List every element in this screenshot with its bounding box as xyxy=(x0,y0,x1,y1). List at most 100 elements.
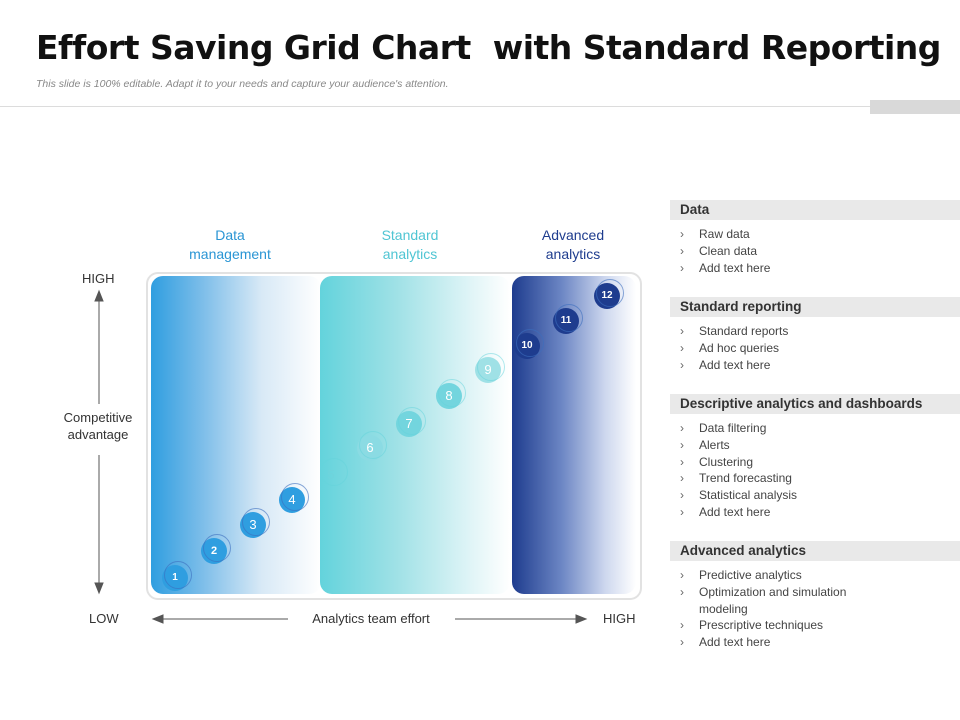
chevron-right-icon: › xyxy=(680,357,684,372)
info-panel-item-text: Clean data xyxy=(699,243,758,258)
x-axis-right-arrowhead xyxy=(575,614,588,624)
info-panel-item: › Alerts xyxy=(670,437,960,454)
chevron-right-icon: › xyxy=(680,454,684,469)
y-axis-title: Competitive advantage xyxy=(63,410,133,442)
column-data-management xyxy=(151,276,321,594)
info-panel-item-text: Data filtering xyxy=(699,421,767,435)
info-panel-item: › Statistical analysis xyxy=(670,487,960,504)
page-subtitle: This slide is 100% editable. Adapt it to… xyxy=(36,78,449,90)
step-circle-7: 7 xyxy=(396,407,426,437)
info-panel-item: › Standard reports xyxy=(670,323,960,340)
info-panel-1: Data › Raw data › Clean data › Add text here xyxy=(670,200,960,276)
step-number: 6 xyxy=(366,440,374,455)
chevron-right-icon: › xyxy=(680,488,684,503)
step-number: 7 xyxy=(405,416,413,431)
y-axis-up-arrowhead xyxy=(94,289,104,302)
info-panel-item-text: Add text here xyxy=(699,357,771,372)
info-panel-title: Descriptive analytics and dashboards xyxy=(670,394,960,414)
info-panel-item-text: Optimization and simulation modeling xyxy=(699,584,847,616)
info-panel-item-text: Clustering xyxy=(699,454,754,469)
info-panel-list: › Standard reports › Ad hoc queries › Add tex… xyxy=(670,323,960,373)
info-panel-item-text: Trend forecasting xyxy=(699,471,792,486)
step-circle-5: 5 xyxy=(318,458,348,488)
info-panel-item: › Raw data xyxy=(670,226,960,243)
chevron-right-icon: › xyxy=(680,324,684,338)
y-axis-down-arrowhead xyxy=(94,582,104,595)
chevron-right-icon: › xyxy=(680,243,684,258)
chevron-right-icon: › xyxy=(680,421,684,435)
step-number: 1 xyxy=(172,572,178,583)
info-panel-item: › Add text here xyxy=(670,357,960,374)
info-panel-2: Standard reporting › Standard reports › Ad h… xyxy=(670,297,960,373)
step-circle-3: 3 xyxy=(240,508,270,538)
step-number: 10 xyxy=(521,340,533,351)
step-circle-9: 9 xyxy=(475,353,505,383)
y-axis-low-label: LOW xyxy=(89,611,119,626)
chevron-right-icon: › xyxy=(680,340,684,355)
info-panel-item-text: Predictive analytics xyxy=(699,568,802,582)
info-panel-title: Advanced analytics xyxy=(670,541,960,561)
chevron-right-icon: › xyxy=(680,437,684,452)
header-divider xyxy=(0,106,870,107)
info-panel-item: › Add text here xyxy=(670,504,960,521)
info-panel-list: › Predictive analytics › Optimization and s… xyxy=(670,567,960,651)
x-axis-left-arrowhead xyxy=(151,614,164,624)
x-axis-title: Analytics team effort xyxy=(312,611,430,626)
info-panel-title: Standard reporting xyxy=(670,297,960,317)
info-panel-item: › Optimization and simulation modeling xyxy=(670,584,960,618)
page-title: Effort Saving Grid Chart with Standard R… xyxy=(36,28,941,67)
step-number: 8 xyxy=(445,388,453,403)
chevron-right-icon: › xyxy=(680,568,684,582)
chevron-right-icon: › xyxy=(680,471,684,486)
info-panel-item: › Clean data xyxy=(670,243,960,260)
info-panel-item-text: Add text here xyxy=(699,504,771,519)
x-axis-high-label: HIGH xyxy=(603,611,636,626)
step-number: 4 xyxy=(288,492,296,507)
chevron-right-icon: › xyxy=(680,635,684,650)
info-panel-item-text: Standard reports xyxy=(699,324,789,338)
column-heading-data-management: Data management xyxy=(189,227,271,262)
column-heading-standard-analytics: Standard analytics xyxy=(381,227,439,262)
chevron-right-icon: › xyxy=(680,227,684,241)
step-circle-4: 4 xyxy=(279,483,309,513)
info-panel-item-text: Alerts xyxy=(699,437,730,452)
step-circle-1: 1 xyxy=(162,561,192,591)
step-circle-11: 11 xyxy=(553,304,583,334)
info-panel-3: Descriptive analytics and dashboards › Dat… xyxy=(670,394,960,521)
info-panel-item: › Ad hoc queries xyxy=(670,340,960,357)
info-panel-item: › Predictive analytics xyxy=(670,567,960,584)
y-axis-high-label: HIGH xyxy=(82,271,115,286)
info-panel-title: Data xyxy=(670,200,960,220)
info-panel-item-text: Add text here xyxy=(699,260,771,275)
info-panel-item: › Add text here xyxy=(670,260,960,277)
step-circle-10: 10 xyxy=(514,329,544,359)
column-heading-advanced-analytics: Advanced analytics xyxy=(541,227,605,262)
info-panel-item: › Trend forecasting xyxy=(670,470,960,487)
chevron-right-icon: › xyxy=(680,504,684,519)
step-circle-2: 2 xyxy=(201,534,231,564)
chevron-right-icon: › xyxy=(680,618,684,633)
step-number: 11 xyxy=(560,315,572,326)
step-number: 2 xyxy=(210,545,218,557)
info-panel-4: Advanced analytics › Predictive analytics ›… xyxy=(670,541,960,651)
step-circle-6: 6 xyxy=(357,431,387,461)
step-circle-8: 8 xyxy=(436,379,466,409)
info-panel-item: › Add text here xyxy=(670,634,960,651)
info-panel-item: › Clustering xyxy=(670,454,960,471)
info-panel-item-text: Prescriptive techniques xyxy=(699,618,824,633)
step-number: 3 xyxy=(249,517,257,532)
info-panel-list: › Raw data › Clean data › Add text here xyxy=(670,226,960,276)
info-panel-item-text: Add text here xyxy=(699,635,771,650)
info-panel-item-text: Statistical analysis xyxy=(699,488,798,503)
step-number: 5 xyxy=(327,467,335,482)
header-accent-block xyxy=(870,100,960,114)
info-panel-item: › Prescriptive techniques xyxy=(670,617,960,634)
info-panel-item-text: Raw data xyxy=(699,227,750,241)
info-panel-item-text: Ad hoc queries xyxy=(699,340,780,355)
step-number: 9 xyxy=(484,362,492,377)
info-panel-list: › Data filtering › Alerts › Clustering › Trend … xyxy=(670,420,960,521)
step-circle-12: 12 xyxy=(594,279,624,309)
info-panel-item: › Data filtering xyxy=(670,420,960,437)
step-number: 12 xyxy=(601,290,613,301)
chevron-right-icon: › xyxy=(680,584,684,599)
